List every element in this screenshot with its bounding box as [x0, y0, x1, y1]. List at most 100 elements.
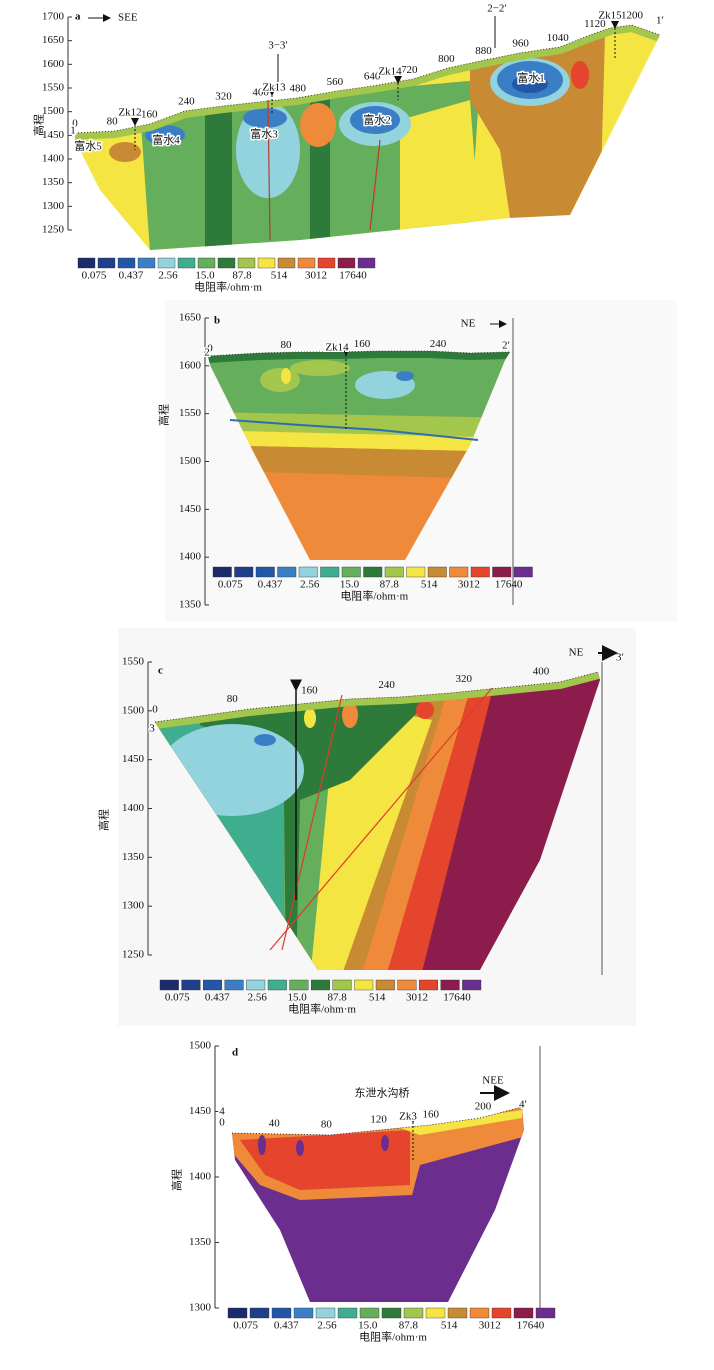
legend-swatch	[317, 257, 336, 269]
y-tick-label: 1600	[42, 58, 65, 70]
y-tick-label: 1400	[179, 551, 202, 563]
legend-label: 2.56	[300, 579, 320, 591]
distance-label: 400	[533, 665, 550, 677]
y-tick-label: 1300	[122, 900, 145, 912]
distance-label: 240	[178, 95, 195, 107]
legend-swatch	[297, 257, 316, 269]
legend-swatch	[157, 257, 176, 269]
resistivity-region	[109, 142, 141, 162]
legend-swatch	[227, 1307, 248, 1319]
legend-swatch	[234, 566, 254, 578]
annotation: Zk15	[598, 10, 622, 22]
annotation: Zk3	[399, 1111, 417, 1123]
y-tick-label: 1550	[179, 407, 202, 419]
legend-swatch	[427, 566, 447, 578]
y-tick-label: 1350	[42, 176, 65, 188]
legend-swatch	[311, 979, 331, 991]
legend-label: 17640	[339, 270, 367, 282]
distance-label: 160	[354, 338, 371, 350]
legend-swatch	[137, 257, 156, 269]
annotation: 2−2′	[487, 3, 507, 15]
resistivity-region	[258, 1135, 266, 1155]
annotation: 富水2	[363, 113, 391, 127]
legend-swatch	[363, 566, 383, 578]
resistivity-region	[208, 445, 510, 480]
legend-label: 514	[421, 579, 438, 591]
distance-label: 320	[456, 673, 473, 685]
legend-unit: 电阻率/ohm·m	[194, 280, 262, 294]
y-tick-label: 1300	[189, 1302, 212, 1314]
distance-label: 80	[227, 693, 239, 705]
legend-swatch	[202, 979, 222, 991]
distance-label: 640	[364, 71, 381, 83]
legend-label: 3012	[458, 579, 480, 591]
y-tick-label: 1400	[42, 153, 65, 165]
legend-swatch	[440, 979, 460, 991]
legend-swatch	[419, 979, 439, 991]
annotation: Zk14	[378, 66, 402, 78]
y-tick-label: 1550	[42, 82, 65, 94]
y-tick-label: 1450	[42, 129, 65, 141]
legend-swatch	[384, 566, 404, 578]
resistivity-region	[296, 1140, 304, 1156]
legend-swatch	[257, 257, 276, 269]
legend-swatch	[359, 1307, 380, 1319]
annotation: Zk14	[325, 342, 349, 354]
resistivity-region	[145, 125, 185, 145]
resistivity-region	[304, 708, 316, 728]
annotation: 2′	[502, 340, 510, 352]
legend-swatch	[403, 1307, 424, 1319]
fault-line	[281, 694, 343, 951]
distance-label: 160	[423, 1108, 440, 1120]
direction-label: NE	[461, 318, 476, 330]
annotation: 2	[204, 347, 210, 359]
legend-unit: 电阻率/ohm·m	[359, 1330, 427, 1344]
distance-label: 480	[290, 82, 307, 94]
y-tick-label: 1250	[122, 949, 145, 961]
legend-swatch	[513, 566, 533, 578]
legend-swatch	[513, 1307, 534, 1319]
legend-label: 0.075	[82, 270, 107, 282]
y-tick-label: 1650	[42, 34, 65, 46]
legend-swatch	[267, 979, 287, 991]
legend-swatch	[315, 1307, 336, 1319]
panel-label: d	[232, 1047, 238, 1059]
y-tick-label: 1650	[179, 312, 202, 324]
surface-layer	[155, 672, 600, 729]
legend-label: 15.0	[195, 270, 215, 282]
y-tick-label: 1350	[179, 599, 202, 611]
distance-label: 880	[475, 45, 492, 57]
distance-label: 160	[141, 109, 158, 121]
legend-label: 17640	[517, 1320, 545, 1332]
y-tick-label: 1450	[122, 753, 145, 765]
y-tick-label: 1350	[122, 851, 145, 863]
distance-label: 400	[252, 86, 269, 98]
distance-label: 0	[72, 118, 78, 130]
legend-swatch	[249, 1307, 270, 1319]
section-regions	[208, 351, 510, 480]
legend-swatch	[381, 1307, 402, 1319]
distance-label: 800	[438, 53, 455, 65]
legend-label: 15.0	[288, 992, 308, 1004]
resistivity-region	[243, 108, 287, 128]
direction-label: NE	[569, 647, 584, 659]
legend-swatch	[375, 979, 395, 991]
distance-label: 240	[430, 338, 447, 350]
legend-swatch	[224, 979, 244, 991]
legend-swatch	[298, 566, 318, 578]
legend-unit: 电阻率/ohm·m	[288, 1002, 356, 1016]
resistivity-region	[381, 1135, 389, 1151]
legend-swatch	[177, 257, 196, 269]
water-table	[229, 419, 479, 441]
legend-swatch	[117, 257, 136, 269]
y-axis-label: 高程	[170, 1169, 184, 1191]
distance-label: 1200	[621, 10, 644, 22]
legend-label: 514	[441, 1320, 458, 1332]
distance-label: 40	[269, 1117, 281, 1129]
legend-swatch	[332, 979, 352, 991]
annotation: 富水4	[152, 133, 180, 147]
legend-swatch	[271, 1307, 292, 1319]
y-tick-label: 1400	[122, 802, 145, 814]
distance-label: 1040	[547, 32, 570, 44]
